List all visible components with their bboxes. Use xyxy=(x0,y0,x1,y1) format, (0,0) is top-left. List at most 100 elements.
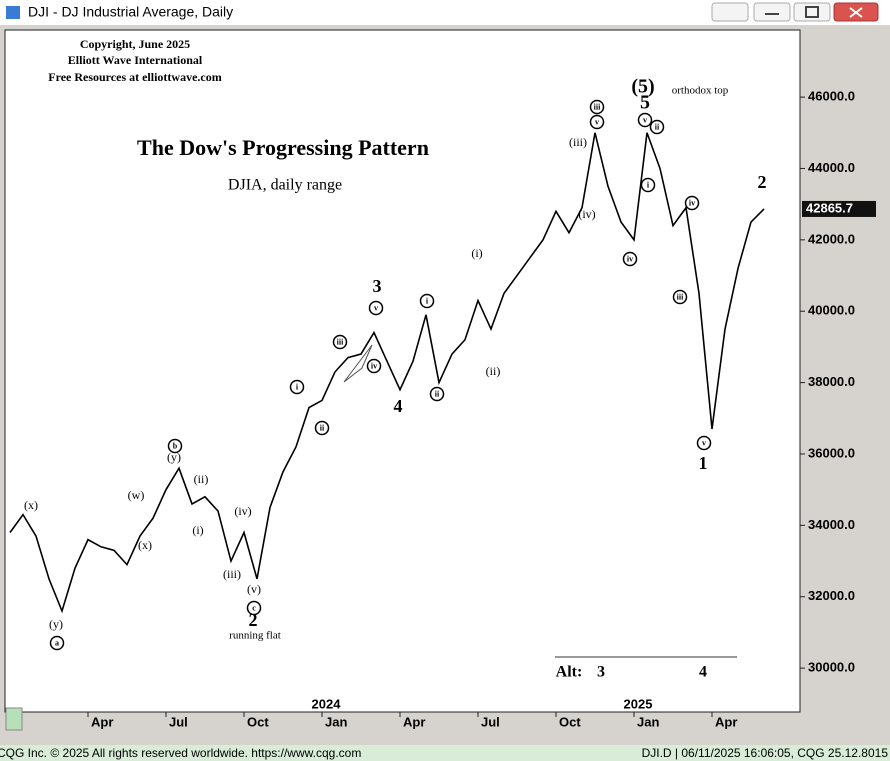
footer-right: DJI.D | 06/11/2025 16:06:05, CQG 25.12.8… xyxy=(642,746,889,760)
minimize-button[interactable] xyxy=(753,2,791,22)
link-button[interactable] xyxy=(711,2,749,22)
wave-label: (w) xyxy=(128,488,145,502)
wave-label: ii xyxy=(655,122,660,131)
wave-label: iii xyxy=(594,102,601,111)
y-tick-label: 44000.0 xyxy=(808,160,855,175)
copyright-line: Free Resources at elliottwave.com xyxy=(48,70,222,84)
wave-label: (iii) xyxy=(223,567,241,581)
wave-circle xyxy=(649,119,665,135)
x-tick-label: Apr xyxy=(715,714,737,729)
wave-label: iii xyxy=(677,292,684,301)
wave-label: iv xyxy=(627,254,633,263)
wave-label: 2 xyxy=(249,610,258,630)
x-tick-label: Jul xyxy=(481,714,500,729)
y-tick-label: 34000.0 xyxy=(808,517,855,532)
copyright: Copyright, June 2025 Elliott Wave Intern… xyxy=(48,37,222,84)
scroll-handle[interactable] xyxy=(5,707,23,731)
icon xyxy=(805,6,819,18)
wave-label: iii xyxy=(337,337,344,346)
last-value-box xyxy=(802,200,876,217)
wave-circle xyxy=(366,358,382,374)
wave-label: 1 xyxy=(699,453,708,473)
wave-circle xyxy=(429,386,445,402)
wave-label: 2 xyxy=(758,172,767,192)
wave-label: 4 xyxy=(394,396,403,416)
wave-circle xyxy=(419,293,435,309)
wave-label: 4 xyxy=(699,664,707,681)
wave-label: (5) xyxy=(631,76,654,98)
wave-circle xyxy=(672,289,688,305)
y-tick-label: 38000.0 xyxy=(808,374,855,389)
wave-circle xyxy=(246,600,262,616)
wave-label: (ii) xyxy=(194,472,209,486)
wave-label: (y) xyxy=(49,617,63,631)
triangle-outline xyxy=(343,344,373,383)
wave-circle xyxy=(640,177,656,193)
wave-label: (y) xyxy=(167,450,181,464)
icon xyxy=(849,7,863,18)
wave-label: (i) xyxy=(471,246,482,260)
wave-label: (x) xyxy=(138,538,152,552)
x-tick-label: Oct xyxy=(559,714,581,729)
wave-label: orthodox top xyxy=(672,85,729,97)
wave-label: i xyxy=(647,180,650,189)
year-label: 2024 xyxy=(312,696,342,711)
y-tick-label: 40000.0 xyxy=(808,303,855,318)
price-line xyxy=(9,132,765,614)
wave-label: ii xyxy=(435,389,440,398)
wave-label: v xyxy=(643,115,647,124)
y-tick-label: 46000.0 xyxy=(808,89,855,104)
wave-label: (ii) xyxy=(486,364,501,378)
wave-label: v xyxy=(374,303,378,312)
y-tick-label: 42000.0 xyxy=(808,231,855,246)
x-tick-label: Apr xyxy=(403,714,425,729)
wave-circle xyxy=(332,334,348,350)
copyright-line: Elliott Wave International xyxy=(68,53,203,67)
chart-subtitle: DJIA, daily range xyxy=(228,177,342,194)
wave-label: a xyxy=(55,638,59,647)
chart-title: The Dow's Progressing Pattern xyxy=(137,135,429,160)
wave-circle xyxy=(289,379,305,395)
status-bar xyxy=(0,745,890,761)
wave-circle xyxy=(167,438,183,454)
window-title: DJI - DJ Industrial Average, Daily xyxy=(28,4,233,20)
last-value-label: 42865.7 xyxy=(806,200,853,215)
wave-circle xyxy=(589,114,605,130)
wave-label: i xyxy=(296,382,299,391)
year-label: 2025 xyxy=(624,696,653,711)
x-tick-label: Jan xyxy=(637,714,659,729)
wave-label: (iv) xyxy=(578,207,595,221)
wave-label: (v) xyxy=(247,582,261,596)
wave-label: c xyxy=(252,603,256,612)
wave-label: v xyxy=(595,117,599,126)
plot-area xyxy=(4,29,801,713)
footer-left: CQG Inc. © 2025 All rights reserved worl… xyxy=(0,746,361,760)
wave-label: b xyxy=(173,441,178,450)
copyright-line: Copyright, June 2025 xyxy=(80,37,190,51)
wave-circle xyxy=(622,251,638,267)
wave-circle xyxy=(589,99,605,115)
x-tick-label: Jul xyxy=(169,714,188,729)
x-tick-label: Oct xyxy=(247,714,269,729)
wave-circle xyxy=(696,435,712,451)
wave-label: iv xyxy=(371,361,377,370)
wave-label: 5 xyxy=(640,92,650,114)
wave-circle xyxy=(684,195,700,211)
wave-label: 3 xyxy=(373,276,382,296)
maximize-button[interactable] xyxy=(793,2,831,22)
app-icon xyxy=(6,6,20,19)
wave-circle xyxy=(314,420,330,436)
wave-label: ii xyxy=(320,423,325,432)
wave-label: 3 xyxy=(597,664,605,681)
wave-circle xyxy=(49,635,65,651)
y-tick-label: 32000.0 xyxy=(808,588,855,603)
wave-label: (x) xyxy=(24,498,38,512)
wave-label: (iii) xyxy=(569,135,587,149)
wave-label: iv xyxy=(689,198,695,207)
wave-label: running flat xyxy=(229,630,281,642)
wave-label: v xyxy=(702,438,706,447)
x-tick-label: Jan xyxy=(325,714,347,729)
x-tick-label: Apr xyxy=(91,714,113,729)
